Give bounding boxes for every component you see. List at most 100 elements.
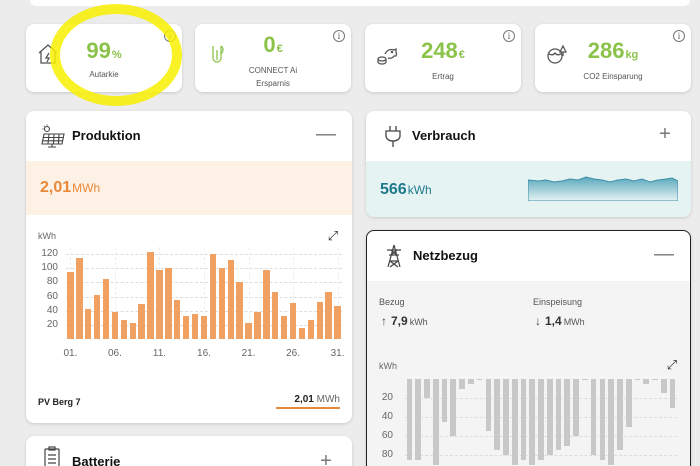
y-tick-label: 120 [41, 248, 58, 260]
plant-name: PV Berg 7 [38, 397, 81, 407]
batterie-header[interactable]: Batterie + [26, 436, 352, 466]
chart-bar [102, 278, 110, 339]
y-axis-label: kWh [38, 231, 56, 241]
chart-bar [511, 379, 518, 465]
netzbezug-card: Netzbezug — Bezug ↑ 7,9 kWh Einspeisung ↓ 1… [366, 230, 691, 466]
chart-bar [138, 303, 145, 339]
expand-chart-icon[interactable]: ⤢ [666, 357, 678, 372]
verbrauch-total: 566kWh [380, 181, 432, 198]
collapse-button[interactable]: — [654, 243, 674, 265]
stat-card-autarkie[interactable]: i 99% Autarkie [26, 24, 182, 92]
info-icon[interactable]: i [333, 30, 345, 42]
chart-bar [424, 379, 430, 398]
stat-value: 248€ [421, 38, 465, 63]
verbrauch-title: Verbrauch [412, 128, 476, 143]
x-tick-label: 16. [197, 348, 211, 359]
chart-bar [520, 379, 527, 460]
plug-leaf-icon [212, 45, 224, 63]
netzbezug-chart: 20 40 60 80 [367, 231, 690, 466]
collapse-button[interactable]: — [316, 123, 336, 145]
chart-bar [263, 270, 270, 339]
batterie-card: Batterie + [26, 436, 352, 466]
chart-bar [307, 319, 315, 339]
y-tick-label: 80 [381, 449, 393, 460]
plant-progress-bar [276, 407, 340, 409]
gridline-v [204, 247, 205, 339]
stat-value: 0€ [263, 32, 283, 57]
y-tick-label: 40 [381, 411, 393, 422]
y-tick-label: 20 [381, 392, 393, 403]
chart-bar [245, 322, 252, 339]
gridline-v [337, 247, 339, 339]
chart-bar [289, 302, 297, 339]
expand-button[interactable]: + [659, 123, 671, 145]
chart-bar [643, 379, 650, 384]
produktion-chart: 20 40 60 80 100 120 01. 06. 11. 16. 21. 26. 31. [26, 111, 352, 423]
chart-bar [494, 379, 500, 451]
chart-bar [120, 319, 128, 339]
info-icon[interactable]: i [503, 30, 515, 42]
x-tick-label: 11. [152, 348, 167, 359]
stat-label-line2: Ersparnis [256, 79, 290, 88]
produktion-total-band: 2,01MWh [26, 161, 352, 215]
chart-bar [85, 309, 92, 339]
chart-bar [325, 291, 332, 339]
chart-bar [564, 379, 571, 446]
netzbezug-header[interactable]: Netzbezug — [367, 231, 690, 281]
chart-bar [156, 269, 163, 339]
verbrauch-total-band: 566kWh [366, 161, 691, 217]
chart-bar [590, 379, 597, 455]
chart-bar [218, 268, 225, 339]
clipboard-battery-icon [44, 446, 60, 466]
chart-bar [573, 379, 579, 436]
stat-card-ertrag[interactable]: i 248€ Ertrag [365, 24, 521, 92]
chart-bar [406, 379, 413, 460]
stat-value: 99% [86, 38, 122, 63]
stat-label: CO2 Einsparung [583, 72, 643, 81]
bezug-label: Bezug [379, 297, 405, 307]
chart-bar [111, 312, 119, 339]
x-tick-label: 21. [241, 348, 256, 359]
info-icon[interactable]: i [673, 30, 685, 42]
chart-bar [476, 379, 483, 380]
expand-chart-icon[interactable]: ⤢ [327, 228, 339, 243]
chart-bar [227, 259, 234, 339]
chart-bar [415, 379, 421, 460]
y-tick-label: 20 [46, 318, 58, 330]
plug-icon [385, 126, 401, 147]
y-tick-label: 60 [381, 430, 393, 441]
y-tick-label: 40 [46, 304, 58, 316]
batterie-title: Batterie [72, 454, 121, 466]
chart-bar [432, 379, 439, 465]
chart-bar [459, 379, 465, 389]
y-tick-label: 60 [46, 290, 58, 302]
chart-bar [634, 379, 641, 380]
stat-card-connect-ai[interactable]: i 0€ CONNECT Ai Ersparnis [195, 24, 351, 92]
chart-bar [555, 379, 562, 451]
power-tower-icon [387, 244, 401, 268]
gridline-v [114, 247, 116, 339]
chart-bar [254, 312, 261, 339]
netzbezug-title: Netzbezug [413, 248, 478, 263]
x-tick-label: 31. [330, 348, 345, 359]
produktion-title: Produktion [72, 128, 141, 143]
x-tick-label: 01. [63, 348, 78, 359]
produktion-header[interactable]: Produktion — [26, 111, 352, 161]
chart-bar [467, 379, 474, 384]
chart-bar [76, 257, 83, 339]
produktion-total: 2,01MWh [40, 179, 101, 196]
chart-bar [67, 271, 74, 339]
chart-bar [599, 379, 606, 460]
chart-bar [546, 379, 553, 455]
verbrauch-header[interactable]: Verbrauch + [366, 111, 691, 161]
x-tick-label: 26. [286, 348, 300, 359]
chart-bar [174, 300, 181, 339]
chart-bar [147, 251, 154, 339]
einspeisung-label: Einspeisung [533, 297, 583, 307]
stat-card-co2[interactable]: i 286kg CO2 Einsparung [535, 24, 691, 92]
expand-button[interactable]: + [320, 450, 332, 466]
chart-bar [334, 306, 341, 339]
chart-bar [236, 282, 243, 339]
stat-label: Ertrag [432, 72, 454, 81]
chart-bar [182, 315, 190, 339]
